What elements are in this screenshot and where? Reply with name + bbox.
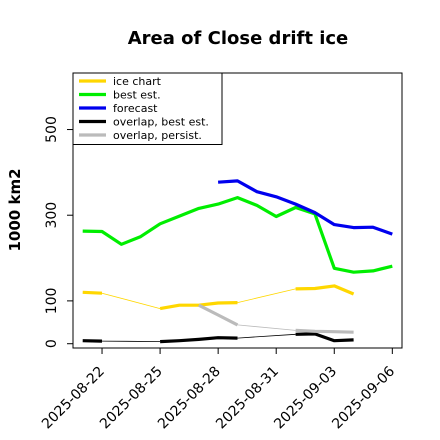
overlap-persist-line-0 xyxy=(198,303,239,327)
ice-chart-connector-0 xyxy=(101,292,161,309)
forecast-line-0 xyxy=(217,179,393,236)
legend-label-overlap-persist: overlap, persist. xyxy=(113,129,202,142)
series-forecast xyxy=(217,179,393,236)
y-axis: 0 100 300 500 xyxy=(44,116,73,348)
ice-chart-line-2 xyxy=(295,284,355,296)
axis-layer: 0 100 300 500 2025-08-222025-08-252025-08-28… xyxy=(39,116,398,432)
overlap-best-est-connector-1 xyxy=(237,333,296,339)
y-tick-label-300: 300 xyxy=(44,202,60,229)
overlap-persist-connector-0 xyxy=(237,324,296,331)
series-overlap-best-est xyxy=(82,332,354,344)
series-overlap-persist xyxy=(198,303,354,334)
series-layer xyxy=(82,179,393,344)
legend-box xyxy=(72,72,223,145)
y-tick-label-0: 0 xyxy=(44,339,60,348)
chart-title: Area of Close drift ice xyxy=(128,28,349,49)
plot-frame xyxy=(72,72,403,349)
legend-label-best-est: best est. xyxy=(113,89,161,102)
legend-label-forecast: forecast xyxy=(113,102,158,115)
overlap-best-est-line-2 xyxy=(295,332,354,343)
y-tick-label-100: 100 xyxy=(44,288,60,315)
ice-chart-connector-1 xyxy=(237,288,296,303)
legend-label-ice-chart: ice chart xyxy=(113,75,162,88)
overlap-best-est-line-1 xyxy=(160,336,238,344)
series-best-est xyxy=(82,196,393,274)
x-tick-label-2025-09-06: 2025-09-06 xyxy=(329,363,398,432)
ice-chart-line-0 xyxy=(82,290,103,295)
best-est-line-0 xyxy=(82,196,393,274)
series-ice-chart xyxy=(82,284,355,311)
legend-label-overlap-best-est: overlap, best est. xyxy=(113,116,209,129)
x-axis: 2025-08-222025-08-252025-08-282025-08-31… xyxy=(39,348,398,432)
y-axis-label: 1000 km2 xyxy=(6,168,24,251)
y-tick-label-500: 500 xyxy=(44,116,60,143)
overlap-best-est-connector-0 xyxy=(101,340,161,342)
overlap-persist-line-1 xyxy=(295,328,354,334)
